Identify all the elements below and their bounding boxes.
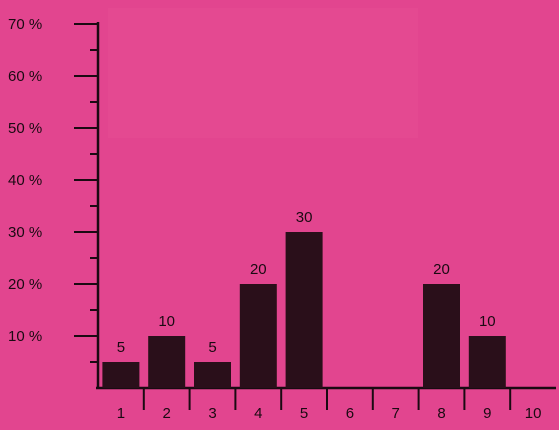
bar (148, 336, 185, 388)
y-tick-label: 30 % (8, 224, 42, 241)
bar (469, 336, 506, 388)
x-tick-label: 8 (437, 405, 445, 422)
x-tick-label: 1 (117, 405, 125, 422)
x-tick-label: 6 (346, 405, 354, 422)
data-label: 10 (158, 313, 175, 330)
y-tick-label: 50 % (8, 120, 42, 137)
x-tick-label: 9 (483, 405, 491, 422)
data-label: 5 (208, 339, 216, 356)
y-tick-label: 60 % (8, 68, 42, 85)
bar (286, 232, 323, 388)
bar (240, 284, 277, 388)
data-label: 20 (433, 261, 450, 278)
data-label: 30 (296, 209, 313, 226)
y-tick-label: 40 % (8, 172, 42, 189)
data-label: 5 (117, 339, 125, 356)
chart-background-patch (108, 8, 418, 138)
x-tick-label: 5 (300, 405, 308, 422)
y-tick-label: 70 % (8, 16, 42, 33)
x-tick-label: 2 (163, 405, 171, 422)
bar (194, 362, 231, 388)
y-tick-label: 10 % (8, 328, 42, 345)
x-tick-label: 7 (392, 405, 400, 422)
x-tick-label: 3 (208, 405, 216, 422)
bar (423, 284, 460, 388)
data-label: 10 (479, 313, 496, 330)
bar (102, 362, 139, 388)
x-tick-label: 10 (525, 405, 542, 422)
x-tick-label: 4 (254, 405, 262, 422)
y-tick-label: 20 % (8, 276, 42, 293)
data-label: 20 (250, 261, 267, 278)
